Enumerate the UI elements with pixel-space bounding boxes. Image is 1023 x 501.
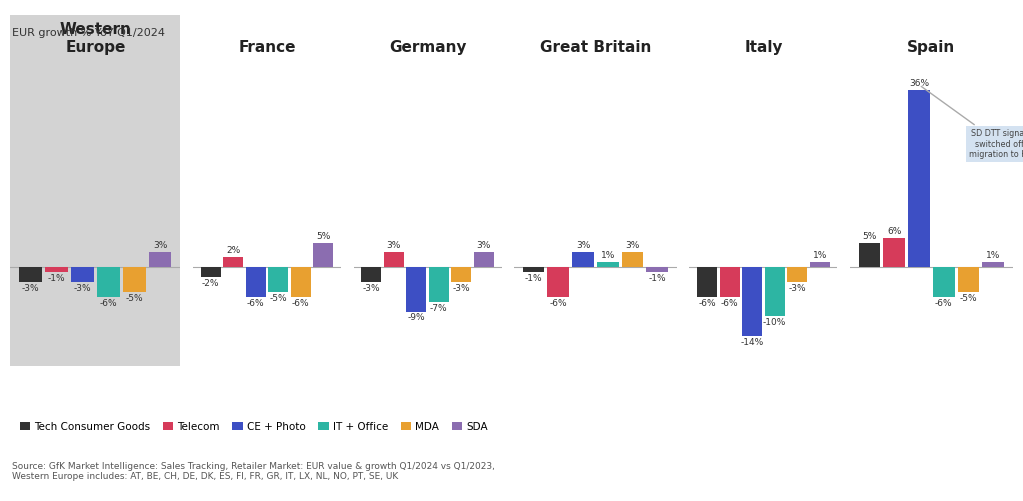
- Bar: [19, 267, 42, 282]
- Bar: [71, 267, 94, 282]
- Title: Great Britain: Great Britain: [540, 40, 652, 55]
- Bar: [572, 253, 594, 267]
- Text: 6%: 6%: [887, 226, 901, 235]
- Title: France: France: [238, 40, 296, 55]
- Bar: [523, 267, 544, 272]
- Bar: [788, 267, 807, 282]
- Bar: [474, 253, 494, 267]
- Text: Source: GfK Market Intelligence: Sales Tracking, Retailer Market: EUR value & gr: Source: GfK Market Intelligence: Sales T…: [12, 461, 495, 481]
- Text: -6%: -6%: [99, 299, 117, 308]
- Bar: [123, 267, 145, 292]
- Bar: [982, 262, 1005, 267]
- Text: -6%: -6%: [549, 299, 567, 308]
- Text: -3%: -3%: [74, 284, 91, 293]
- Text: -5%: -5%: [269, 294, 287, 303]
- Text: -2%: -2%: [202, 279, 220, 288]
- Bar: [97, 267, 120, 297]
- Text: -7%: -7%: [430, 304, 448, 313]
- Text: -6%: -6%: [721, 299, 739, 308]
- Bar: [361, 267, 382, 282]
- Title: Spain: Spain: [907, 40, 955, 55]
- Bar: [45, 267, 68, 272]
- Text: -1%: -1%: [525, 274, 542, 283]
- Title: Western
Europe: Western Europe: [59, 23, 131, 55]
- Text: 3%: 3%: [477, 241, 491, 250]
- Bar: [148, 253, 172, 267]
- Text: -10%: -10%: [763, 319, 787, 328]
- Bar: [291, 267, 311, 297]
- Text: EUR growth % YoY Q1/2024: EUR growth % YoY Q1/2024: [12, 28, 166, 38]
- Bar: [720, 267, 740, 297]
- Text: -5%: -5%: [126, 294, 143, 303]
- Text: -3%: -3%: [362, 284, 381, 293]
- Bar: [858, 242, 881, 267]
- Bar: [201, 267, 221, 277]
- Bar: [547, 267, 569, 297]
- Text: -3%: -3%: [21, 284, 40, 293]
- Bar: [958, 267, 979, 292]
- Title: Italy: Italy: [744, 40, 783, 55]
- Bar: [698, 267, 717, 297]
- Text: 1%: 1%: [601, 251, 615, 260]
- Bar: [622, 253, 643, 267]
- Legend: Tech Consumer Goods, Telecom, CE + Photo, IT + Office, MDA, SDA: Tech Consumer Goods, Telecom, CE + Photo…: [15, 417, 492, 436]
- Text: -1%: -1%: [649, 274, 666, 283]
- Bar: [810, 262, 830, 267]
- Text: -6%: -6%: [699, 299, 716, 308]
- Bar: [268, 267, 288, 292]
- Text: -1%: -1%: [48, 274, 65, 283]
- Text: 36%: 36%: [908, 79, 929, 88]
- Bar: [384, 253, 404, 267]
- Bar: [647, 267, 668, 272]
- Bar: [743, 267, 762, 336]
- Title: Germany: Germany: [389, 40, 466, 55]
- Text: SD DTT signals
switched off;
migration to HD: SD DTT signals switched off; migration t…: [922, 86, 1023, 159]
- Text: 3%: 3%: [625, 241, 639, 250]
- Text: -3%: -3%: [452, 284, 471, 293]
- Text: 3%: 3%: [152, 241, 167, 250]
- Text: -9%: -9%: [407, 314, 426, 323]
- Bar: [765, 267, 785, 317]
- Text: -6%: -6%: [247, 299, 265, 308]
- Text: -14%: -14%: [741, 338, 764, 347]
- Bar: [313, 242, 333, 267]
- Text: -3%: -3%: [789, 284, 806, 293]
- Bar: [429, 267, 449, 302]
- Bar: [246, 267, 266, 297]
- Text: 1%: 1%: [812, 251, 827, 260]
- Bar: [908, 90, 930, 267]
- Bar: [597, 262, 619, 267]
- Text: -6%: -6%: [935, 299, 952, 308]
- Bar: [883, 237, 905, 267]
- Bar: [406, 267, 427, 312]
- Bar: [451, 267, 472, 282]
- Bar: [933, 267, 954, 297]
- Text: 1%: 1%: [986, 251, 1000, 260]
- Text: 3%: 3%: [576, 241, 590, 250]
- Text: 5%: 5%: [316, 231, 330, 240]
- Bar: [223, 258, 243, 267]
- Text: -5%: -5%: [960, 294, 977, 303]
- Text: 2%: 2%: [226, 246, 240, 256]
- Text: 3%: 3%: [387, 241, 401, 250]
- Text: 5%: 5%: [862, 231, 877, 240]
- Text: -6%: -6%: [292, 299, 310, 308]
